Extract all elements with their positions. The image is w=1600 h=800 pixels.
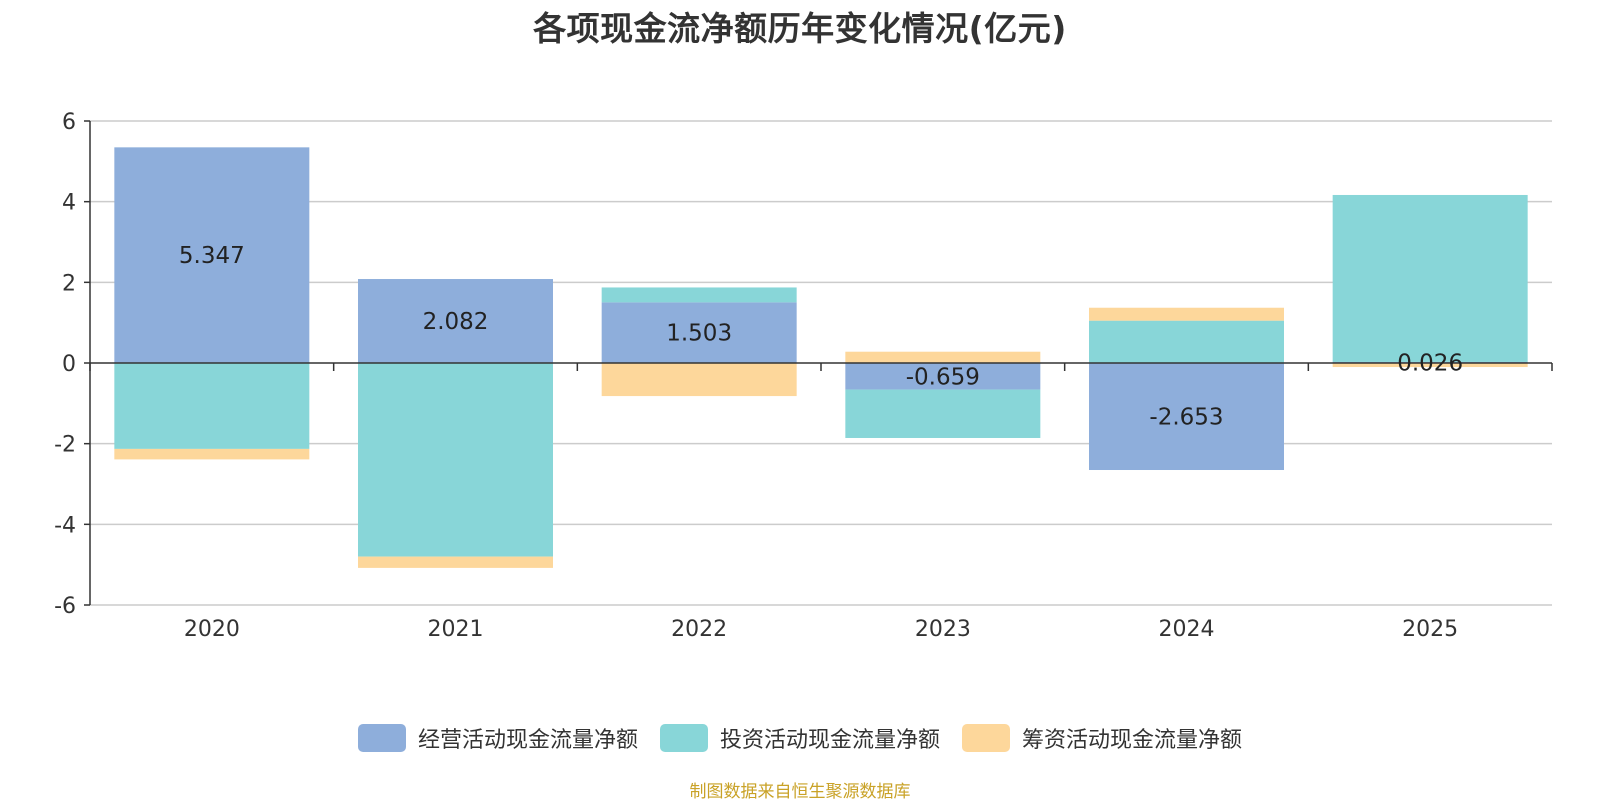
y-tick-label-6: 6 [62,110,76,135]
bar-2023-series-0 [845,363,1041,390]
bar-2023-series-1 [845,389,1041,438]
legend-label-investing: 投资活动现金流量净额 [719,728,940,753]
legend-item-operating[interactable]: 经营活动现金流量净额 [357,722,638,754]
bar-2024-series-2 [1089,307,1284,321]
data-label-2023: -0.659 [906,364,980,390]
y-tick-label-5: 4 [62,191,76,216]
bar-2024-series-1 [1089,320,1284,363]
legend-swatch-financing [962,724,1010,752]
bar-2022-series-2 [601,363,797,397]
data-label-2020: 5.347 [179,243,245,269]
chart-title: 各项现金流净额历年变化情况(亿元) [533,9,1067,48]
source-note: 制图数据来自恒生聚源数据库 [689,782,911,800]
legend-swatch-investing [659,724,708,752]
x-tick-label-2022: 2022 [671,617,727,642]
y-tick-label-3: 0 [62,352,76,377]
x-tick-label-2025: 2025 [1402,617,1458,642]
bar-2024-series-0 [1089,363,1284,471]
y-tick-label-0: -6 [54,594,76,619]
bar-2020-series-1 [114,363,310,449]
data-label-2024: -2.653 [1149,405,1223,431]
bar-2022-series-1 [601,287,797,303]
data-label-2022: 1.503 [666,321,732,347]
y-tick-label-4: 2 [62,271,76,296]
bar-2020-series-2 [114,448,310,460]
legend-label-financing: 筹资活动现金流量净额 [1022,728,1243,753]
y-tick-label-2: -2 [54,433,76,458]
legend-item-financing[interactable]: 筹资活动现金流量净额 [962,722,1242,754]
bar-2021-series-2 [358,556,553,568]
legend-item-investing[interactable]: 投资活动现金流量净额 [659,722,940,754]
x-tick-label-2020: 2020 [184,617,240,642]
bar-2022-series-0 [601,302,797,363]
bar-2020-series-0 [114,147,310,363]
x-tick-label-2023: 2023 [915,617,971,642]
data-label-2021: 2.082 [423,309,489,335]
data-label-2025: 0.026 [1397,350,1463,376]
bar-2025-series-1 [1332,194,1528,362]
cash-flow-chart: -6 -4 -2 0 2 4 6 2020 2021 2022 2023 2024 2025 5.347 2… [54,110,1553,642]
bar-2021-series-1 [358,363,553,557]
bar-2021-series-0 [358,279,553,363]
y-tick-label-1: -4 [54,513,76,538]
legend-swatch-operating [357,724,406,752]
x-tick-label-2024: 2024 [1159,617,1215,642]
legend-label-operating: 经营活动现金流量净额 [417,728,638,753]
x-tick-label-2021: 2021 [428,617,484,642]
bar-2025-series-2 [1332,363,1528,368]
chart-legend: 经营活动现金流量净额 投资活动现金流量净额 筹资活动现金流量净额 [0,722,1600,754]
bar-2023-series-2 [845,351,1041,363]
